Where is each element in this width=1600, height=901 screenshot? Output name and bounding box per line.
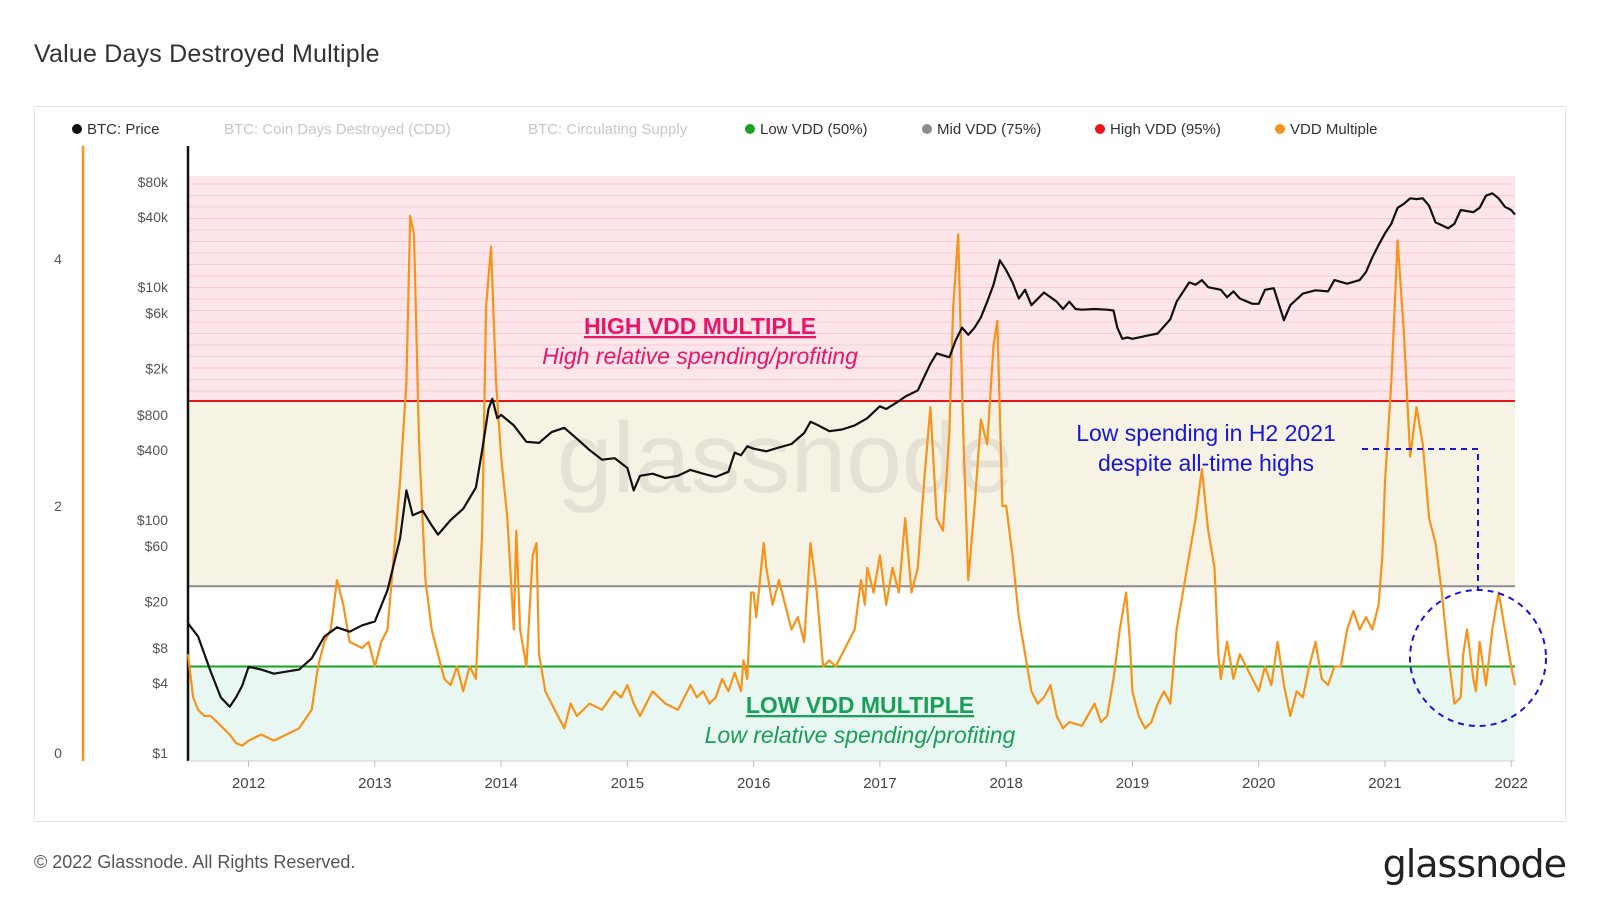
x-tick-label: 2022 — [1495, 775, 1528, 792]
left-tick-label: 4 — [54, 251, 62, 267]
left-tick-label: 0 — [54, 745, 62, 761]
x-tick-label: 2020 — [1242, 775, 1275, 792]
legend-marker — [922, 124, 932, 134]
legend-item[interactable]: High VDD (95%) — [1095, 121, 1221, 138]
copyright-footer: © 2022 Glassnode. All Rights Reserved. — [34, 852, 356, 872]
right-tick-label: $100 — [137, 512, 168, 528]
legend-item[interactable]: BTC: Coin Days Destroyed (CDD) — [224, 121, 451, 138]
threshold-lines — [188, 400, 1515, 668]
mid-zone — [188, 401, 1515, 587]
vdd-multiple-line — [186, 214, 1517, 747]
right-tick-label: $1 — [152, 745, 168, 761]
right-tick-label: $6k — [145, 305, 169, 321]
right-tick-label: $80k — [138, 174, 169, 190]
chart-legend[interactable]: BTC: Price BTC: Coin Days Destroyed (CDD)… — [72, 121, 1378, 138]
right-tick-label: $10k — [138, 279, 169, 295]
x-tick-label: 2012 — [232, 775, 265, 792]
x-tick-label: 2015 — [611, 775, 644, 792]
chart-title: Value Days Destroyed Multiple — [34, 40, 380, 68]
chart-series — [186, 192, 1517, 747]
legend-label: Mid VDD (75%) — [937, 121, 1041, 138]
high-vdd-title: HIGH VDD MULTIPLE — [584, 313, 816, 339]
right-tick-label: $60 — [145, 538, 169, 554]
btc-price-line — [187, 192, 1516, 708]
high-vdd-subtitle: High relative spending/profiting — [542, 343, 858, 369]
callout-circle — [1409, 589, 1547, 727]
legend-item[interactable]: BTC: Circulating Supply — [528, 121, 688, 138]
callout-line-1: Low spending in H2 2021 — [1076, 420, 1336, 446]
brand-logo: glassnode — [1382, 842, 1567, 886]
right-tick-label: $800 — [137, 407, 168, 423]
watermark-text: glassnode — [557, 402, 1013, 514]
chart-frame — [34, 106, 1566, 822]
right-tick-label: $8 — [152, 640, 168, 656]
low-vdd-title: LOW VDD MULTIPLE — [746, 692, 974, 718]
legend-item[interactable]: BTC: Price — [72, 121, 160, 138]
legend-item[interactable]: Low VDD (50%) — [745, 121, 868, 138]
legend-label: BTC: Price — [87, 121, 160, 138]
threshold-zones — [188, 176, 1515, 761]
low-vdd-subtitle: Low relative spending/profiting — [705, 722, 1016, 748]
x-tick-label: 2016 — [737, 775, 770, 792]
x-tick-label: 2014 — [484, 775, 517, 792]
legend-marker — [1275, 124, 1285, 134]
callout-line-2: despite all-time highs — [1098, 450, 1314, 476]
right-tick-label: $4 — [152, 675, 168, 691]
left-tick-label: 2 — [54, 498, 62, 514]
legend-marker — [1095, 124, 1105, 134]
x-tick-label: 2013 — [358, 775, 391, 792]
right-tick-label: $40k — [138, 209, 169, 225]
x-tick-label: 2017 — [863, 775, 896, 792]
legend-label: Low VDD (50%) — [760, 121, 868, 138]
x-tick-label: 2019 — [1116, 775, 1149, 792]
right-tick-label: $20 — [145, 593, 169, 609]
right-tick-label: $400 — [137, 442, 168, 458]
legend-marker — [72, 124, 82, 134]
legend-label: BTC: Circulating Supply — [528, 121, 688, 138]
legend-label: BTC: Coin Days Destroyed (CDD) — [224, 121, 451, 138]
legend-label: VDD Multiple — [1290, 121, 1378, 138]
legend-item[interactable]: Mid VDD (75%) — [922, 121, 1041, 138]
x-tick-label: 2021 — [1368, 775, 1401, 792]
x-tick-label: 2018 — [989, 775, 1022, 792]
callout-connector — [1362, 448, 1479, 590]
legend-marker — [745, 124, 755, 134]
legend-item[interactable]: VDD Multiple — [1275, 121, 1378, 138]
legend-label: High VDD (95%) — [1110, 121, 1221, 138]
low-zone — [188, 666, 1515, 761]
right-tick-label: $2k — [145, 361, 169, 377]
